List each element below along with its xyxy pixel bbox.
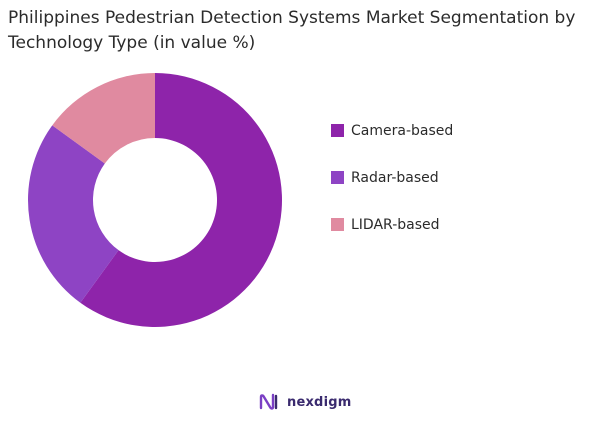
- legend-item-camera-based: Camera-based: [331, 119, 591, 142]
- legend-item-lidar-based: LIDAR-based: [331, 213, 591, 236]
- donut-slices: [28, 73, 282, 327]
- legend-swatch: [331, 218, 344, 231]
- brand-footer: nexdigm: [257, 390, 351, 414]
- legend-label: Camera-based: [351, 122, 454, 139]
- donut-slice-radar-based: [28, 125, 119, 303]
- legend-label: Radar-based: [351, 169, 439, 186]
- brand-name: nexdigm: [287, 394, 352, 410]
- nexdigm-logo-icon: [259, 393, 278, 410]
- legend-label: LIDAR-based: [351, 216, 440, 233]
- chart-legend: Camera-based Radar-based LIDAR-based: [331, 119, 591, 260]
- legend-item-radar-based: Radar-based: [331, 166, 591, 189]
- chart-title: Philippines Pedestrian Detection Systems…: [8, 8, 576, 53]
- legend-swatch: [331, 124, 344, 137]
- legend-swatch: [331, 171, 344, 184]
- donut-slice-lidar-based: [52, 73, 156, 164]
- donut-slice-camera-based: [80, 73, 282, 327]
